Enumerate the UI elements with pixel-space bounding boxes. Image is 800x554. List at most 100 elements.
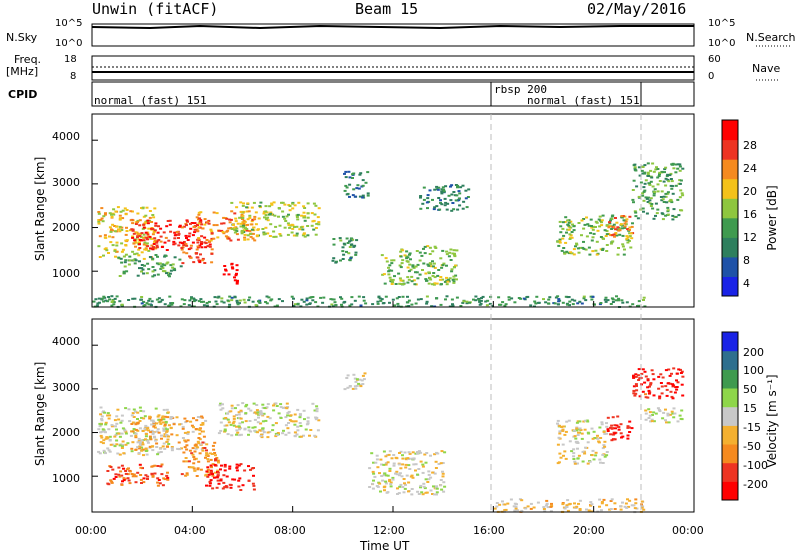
- power-panel: [91, 113, 695, 308]
- velocity-cell-930: [374, 461, 378, 464]
- power-cell-718: [361, 196, 365, 199]
- power-cell-979: [425, 201, 429, 204]
- velocity-colorbar: [722, 332, 738, 501]
- power-cell-1073: [621, 245, 625, 248]
- velocity-cell-247: [151, 449, 155, 452]
- velocity-cell-309: [200, 448, 204, 451]
- power-cell-974: [435, 185, 439, 188]
- velocity-cell-857: [437, 463, 441, 465]
- power-cell-1339: [664, 166, 668, 169]
- power-cell-893: [423, 245, 427, 248]
- velocity-cell-314: [189, 420, 193, 423]
- power-cell-289: [186, 239, 190, 241]
- power-cell-596: [210, 261, 214, 264]
- velocity-cell-469: [165, 474, 169, 477]
- power-cell-1294: [639, 181, 643, 184]
- velocity-cell-747: [223, 428, 227, 431]
- velocity-cell-357: [180, 473, 184, 476]
- power-cell-358: [251, 218, 255, 221]
- power-cell-810: [426, 245, 430, 248]
- power-cell-1218: [656, 176, 660, 179]
- velocity-cell-1020: [520, 499, 524, 502]
- power-cell-1215: [674, 184, 678, 187]
- power-cell-1036: [599, 219, 602, 222]
- power-cell-1243: [633, 166, 637, 169]
- velocity-cell-522: [216, 474, 220, 477]
- power-cell-111: [123, 207, 127, 210]
- velocity-cell-1174: [583, 452, 587, 455]
- velocity-cell-537: [222, 474, 226, 477]
- power-cell-533: [317, 223, 321, 226]
- velocity-cell-1316: [672, 416, 676, 419]
- power-cell-297: [245, 210, 249, 213]
- velocity-cell-306: [130, 447, 134, 450]
- power-cell-368: [220, 229, 224, 232]
- power-cell-325: [230, 210, 234, 213]
- power-cell-561: [288, 226, 292, 229]
- velocity-cell-183: [166, 411, 170, 414]
- velocity-cell-758: [345, 377, 349, 379]
- power-cell-591: [196, 245, 200, 248]
- power-cell-1682: [299, 305, 303, 308]
- velocity-cell-463: [128, 470, 132, 473]
- power-cell-1222: [642, 199, 646, 202]
- velocity-cell-654: [314, 418, 318, 421]
- velocity-cell-56: [142, 417, 146, 420]
- velocity-cell-1317: [664, 419, 667, 422]
- velocity-cell-482: [219, 478, 223, 481]
- power-cell-614: [235, 272, 238, 275]
- velocity-cell-668: [262, 431, 266, 434]
- velocity-cell-614: [271, 424, 275, 427]
- power-cell-848: [388, 269, 392, 272]
- power-cell-751: [349, 257, 353, 260]
- power-cell-1639: [472, 298, 475, 301]
- power-cell-937: [421, 269, 424, 271]
- velocity-cell-687: [235, 429, 239, 432]
- power-cell-1424: [145, 302, 149, 305]
- power-cell-1062: [601, 214, 605, 217]
- power-cell-479: [274, 235, 278, 238]
- power-cb-tick-20: 20: [743, 185, 757, 198]
- power-cell-434: [293, 204, 297, 207]
- velocity-cell-325: [195, 419, 199, 422]
- power-cell-1121: [610, 218, 614, 221]
- velocity-cell-1133: [575, 421, 579, 424]
- power-cell-1010: [464, 189, 468, 192]
- power-cell-847: [409, 258, 412, 261]
- velocity-cell-1132: [583, 428, 587, 431]
- power-cell-787: [440, 266, 444, 269]
- power-cell-881: [416, 277, 420, 280]
- power-cell-67: [117, 228, 120, 231]
- velocity-cell-1282: [671, 397, 675, 400]
- velocity-cell-739: [296, 425, 300, 428]
- velocity-cell-109: [111, 443, 115, 446]
- power-cell-1660: [478, 300, 482, 303]
- power-cell-567: [240, 229, 244, 232]
- velocity-cell-409: [136, 471, 140, 474]
- power-cell-743: [352, 245, 356, 248]
- power-cell-218: [156, 231, 160, 234]
- power-cell-661: [151, 266, 155, 268]
- power-cell-1050: [610, 228, 614, 230]
- velocity-cell-267: [188, 449, 192, 452]
- velocity-cell-539: [250, 467, 254, 470]
- velocity-cell-301: [151, 419, 155, 422]
- velocity-cell-964: [589, 510, 593, 513]
- power-cell-1502: [292, 305, 296, 308]
- power-cell-1377: [150, 300, 154, 303]
- velocity-cell-919: [401, 454, 404, 457]
- power-cell-1168: [605, 224, 609, 227]
- velocity-cell-592: [285, 407, 289, 410]
- velocity-cell-630: [259, 410, 263, 413]
- velocity-cell-403: [193, 450, 197, 453]
- velocity-cell-1247: [681, 375, 685, 378]
- power-cell-439: [277, 207, 281, 209]
- velocity-cell-1162: [572, 429, 576, 432]
- power-cell-1638: [401, 295, 405, 298]
- power-cell-1343: [669, 178, 673, 180]
- velocity-cell-980: [641, 505, 645, 508]
- power-cell-409: [278, 233, 282, 235]
- velocity-cell-1266: [638, 377, 642, 380]
- velocity-cell-925: [410, 488, 414, 490]
